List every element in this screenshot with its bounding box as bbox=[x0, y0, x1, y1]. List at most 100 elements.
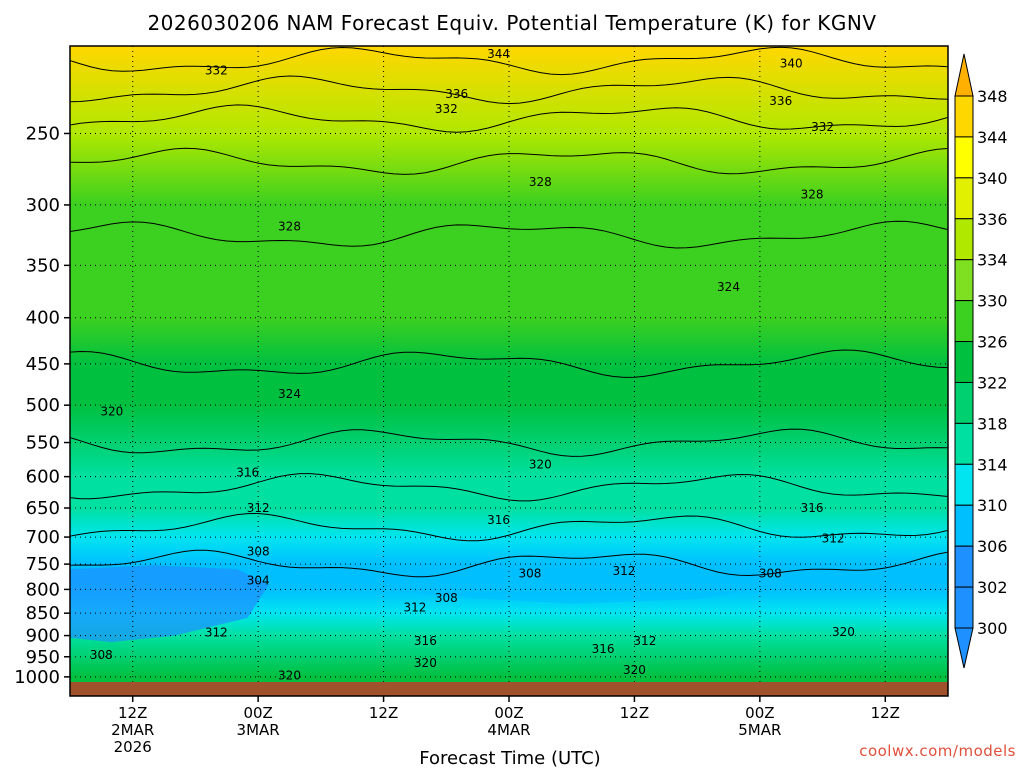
credit-text: coolwx.com/models bbox=[859, 742, 1016, 760]
y-tick-label: 400 bbox=[26, 308, 60, 329]
contour-label: 324 bbox=[278, 387, 301, 401]
colorbar: 300 302 306 310 314 318 322 326 330 334 336 340 344 3… bbox=[954, 53, 1008, 669]
contour-label: 332 bbox=[205, 64, 228, 78]
contour-label: 320 bbox=[832, 625, 855, 639]
colorbar-tick-label: 348 bbox=[977, 87, 1008, 106]
ground-layer bbox=[70, 682, 948, 696]
colorbar-tick-label: 330 bbox=[977, 292, 1008, 311]
contour-label: 304 bbox=[247, 573, 270, 587]
x-tick-label: 12Z bbox=[369, 704, 398, 722]
contour-label: 344 bbox=[487, 47, 510, 61]
grid-lines bbox=[70, 46, 948, 696]
colorbar-segment bbox=[954, 300, 974, 343]
x-tick-label: 00Z bbox=[243, 704, 272, 722]
colorbar-tick-label: 340 bbox=[977, 169, 1008, 188]
colorbar-segment bbox=[954, 95, 974, 138]
contour-line-336 bbox=[70, 104, 948, 133]
y-tick-label: 700 bbox=[26, 527, 60, 548]
contour-label: 320 bbox=[278, 668, 301, 682]
colorbar-segment bbox=[954, 381, 974, 424]
colorbar-tick-label: 318 bbox=[977, 414, 1008, 433]
contour-line-340 bbox=[70, 75, 948, 105]
x-tick-label: 00Z bbox=[745, 704, 774, 722]
colorbar-tick-label: 334 bbox=[977, 251, 1008, 270]
y-tick-label: 600 bbox=[26, 467, 60, 488]
y-tick-label: 800 bbox=[26, 579, 60, 600]
contour-label: 336 bbox=[769, 94, 792, 108]
y-tick-label: 850 bbox=[26, 603, 60, 624]
contour-label: 316 bbox=[592, 642, 615, 656]
contour-lines bbox=[70, 46, 948, 578]
contour-label: 332 bbox=[811, 120, 834, 134]
contour-label: 312 bbox=[403, 601, 426, 615]
colorbar-tick-label: 302 bbox=[977, 578, 1008, 597]
contour-label: 320 bbox=[100, 404, 123, 418]
contour-line-320 bbox=[70, 428, 948, 457]
colorbar-segment bbox=[954, 545, 974, 588]
colorbar-tick-label: 336 bbox=[977, 210, 1008, 229]
contour-label: 328 bbox=[801, 187, 824, 201]
dry-layer-region bbox=[362, 574, 760, 604]
contour-label: 312 bbox=[247, 501, 270, 515]
contour-label: 320 bbox=[529, 458, 552, 472]
y-tick-label: 500 bbox=[26, 395, 60, 416]
colorbar-segment bbox=[954, 422, 974, 465]
y-tick-label: 250 bbox=[26, 123, 60, 144]
cold-pool-region bbox=[70, 565, 269, 643]
contour-label: 308 bbox=[518, 566, 541, 580]
contour-label: 316 bbox=[801, 501, 824, 515]
contour-label: 312 bbox=[822, 532, 845, 546]
contour-label: 316 bbox=[487, 513, 510, 527]
colorbar-tick-label: 306 bbox=[977, 537, 1008, 556]
y-tick-label: 650 bbox=[26, 498, 60, 519]
x-axis-label: Forecast Time (UTC) bbox=[419, 748, 600, 768]
contour-line-324 bbox=[70, 349, 948, 378]
contour-label: 312 bbox=[613, 564, 636, 578]
colorbar-segment bbox=[954, 177, 974, 220]
y-tick-label: 550 bbox=[26, 433, 60, 454]
colorbar-segment bbox=[954, 463, 974, 506]
contour-line-308 bbox=[70, 549, 948, 578]
y-tick-label: 450 bbox=[26, 354, 60, 375]
contour-line-332 bbox=[70, 147, 948, 175]
y-tick-label: 900 bbox=[26, 626, 60, 647]
y-tick-label: 950 bbox=[26, 647, 60, 668]
colorbar-segment bbox=[954, 218, 974, 261]
colorbar-segment bbox=[954, 136, 974, 179]
y-tick-label: 300 bbox=[26, 195, 60, 216]
colorbar-segment bbox=[954, 504, 974, 547]
contour-label: 308 bbox=[247, 544, 270, 558]
contour-label: 316 bbox=[414, 634, 437, 648]
contour-label: 308 bbox=[90, 648, 113, 662]
contour-label: 308 bbox=[759, 566, 782, 580]
x-tick-label: 12Z bbox=[620, 704, 649, 722]
y-tick-label: 1000 bbox=[14, 667, 60, 688]
contour-label: 320 bbox=[623, 663, 646, 677]
colorbar-tick-label: 310 bbox=[977, 496, 1008, 515]
x-tick-label: 2MAR bbox=[111, 721, 154, 739]
y-tick-label: 350 bbox=[26, 255, 60, 276]
colorbar-top-arrow bbox=[954, 53, 974, 97]
colorbar-segment bbox=[954, 341, 974, 383]
x-tick-label: 12Z bbox=[871, 704, 900, 722]
contour-label: 328 bbox=[529, 175, 552, 189]
contour-label: 336 bbox=[445, 87, 468, 101]
contour-line-328 bbox=[70, 220, 948, 249]
colorbar-tick-label: 300 bbox=[977, 619, 1008, 638]
contour-label: 316 bbox=[236, 466, 259, 480]
chart-title: 2026030206 NAM Forecast Equiv. Potential… bbox=[147, 11, 876, 35]
x-tick-label: 12Z bbox=[118, 704, 147, 722]
contour-label: 312 bbox=[633, 634, 656, 648]
y-axis: 2503003504004505005506006507007508008509… bbox=[14, 123, 70, 688]
boundary-layer-anomaly bbox=[70, 565, 760, 643]
colorbar-tick-label: 314 bbox=[977, 455, 1008, 474]
contour-line-344 bbox=[70, 46, 948, 76]
contour-label: 324 bbox=[717, 280, 740, 294]
colorbar-tick-label: 344 bbox=[977, 128, 1008, 147]
x-tick-label: 3MAR bbox=[237, 721, 280, 739]
x-tick-label: 00Z bbox=[494, 704, 523, 722]
